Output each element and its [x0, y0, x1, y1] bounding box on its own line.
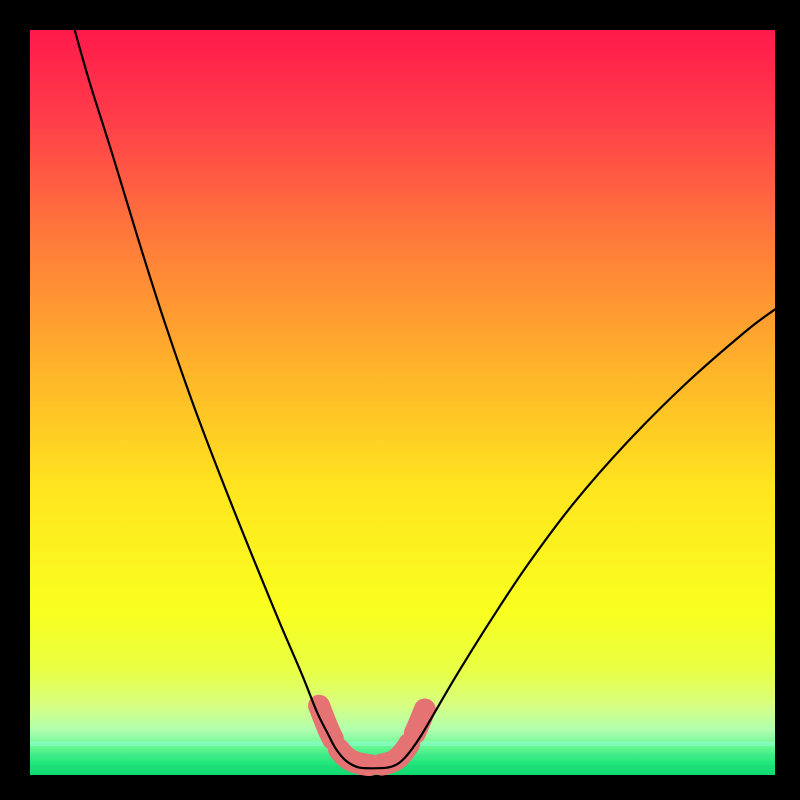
chart-stage: TheBottlenecker.com	[0, 0, 800, 800]
chart-svg	[0, 0, 800, 800]
plot-gradient-bg	[30, 30, 775, 775]
